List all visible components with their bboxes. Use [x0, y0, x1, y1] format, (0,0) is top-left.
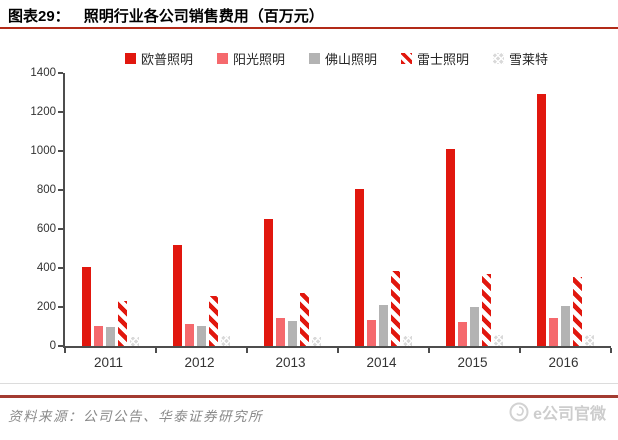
bar-欧普照明-2016: [537, 94, 546, 346]
bar-阳光照明-2014: [367, 319, 376, 346]
bar-雪莱特-2011: [130, 337, 139, 346]
x-axis-label-2014: 2014: [366, 355, 397, 370]
legend-swatch-icon: [124, 53, 136, 64]
y-axis: 0 200 400 600 800 1000 1200 1400: [0, 67, 56, 351]
bar-groups: [65, 73, 611, 346]
legend-item-1: 阳光照明: [216, 49, 285, 68]
bar-group-2013: [247, 73, 338, 346]
y-tick-mark: [58, 111, 63, 113]
bar-佛山照明-2013: [288, 320, 297, 346]
y-tick-label: 1400: [30, 66, 56, 79]
y-tick-label: 1000: [30, 144, 56, 157]
chart-bottom-divider: [0, 383, 618, 384]
y-tick-mark: [58, 228, 63, 230]
legend-item-4: 雪莱特: [493, 49, 548, 68]
legend-label: 雪莱特: [509, 52, 549, 67]
bar-佛山照明-2015: [470, 307, 479, 346]
bar-雷士照明-2015: [482, 273, 491, 346]
chart-legend: 欧普照明 阳光照明 佛山照明 雷士照明 雪莱特: [63, 49, 610, 68]
legend-swatch-icon: [493, 53, 505, 64]
bar-group-2012: [156, 73, 247, 346]
bar-雷士照明-2011: [118, 301, 127, 346]
x-tick-mark: [337, 348, 339, 353]
bar-阳光照明-2015: [458, 321, 467, 346]
x-axis-labels: 2011 2012 2013 2014 2015 2016: [63, 355, 609, 370]
x-axis-label-2012: 2012: [184, 355, 215, 370]
bar-雪莱特-2014: [403, 336, 412, 346]
y-tick-mark: [58, 306, 63, 308]
y-tick-label: 1200: [30, 105, 56, 118]
bar-雷士照明-2014: [391, 270, 400, 346]
y-tick-label: 600: [36, 222, 56, 235]
x-axis-label-2013: 2013: [275, 355, 306, 370]
x-tick-mark: [428, 348, 430, 353]
bar-group-2011: [65, 73, 156, 346]
bar-佛山照明-2016: [561, 306, 570, 346]
bar-雷士照明-2012: [209, 296, 218, 346]
bar-阳光照明-2011: [94, 325, 103, 346]
legend-item-0: 欧普照明: [124, 49, 193, 68]
bar-group-2016: [520, 73, 611, 346]
y-tick-label: 200: [36, 300, 56, 313]
y-tick-label: 400: [36, 261, 56, 274]
x-tick-mark: [64, 348, 66, 353]
bar-雷士照明-2013: [300, 293, 309, 346]
legend-item-2: 佛山照明: [308, 49, 377, 68]
legend-label: 阳光照明: [232, 52, 285, 67]
bar-雪莱特-2015: [494, 335, 503, 346]
bar-group-2014: [338, 73, 429, 346]
legend-swatch-icon: [401, 53, 412, 64]
y-tick-mark: [58, 345, 63, 347]
bar-佛山照明-2012: [197, 325, 206, 346]
bar-阳光照明-2016: [549, 317, 558, 346]
source-note: 资料来源：公司公告、华泰证券研究所: [8, 409, 263, 424]
bar-欧普照明-2014: [355, 189, 364, 346]
bar-欧普照明-2012: [173, 244, 182, 346]
watermark: e公司官微: [509, 400, 606, 424]
bar-阳光照明-2012: [185, 323, 194, 346]
e-company-logo-icon: [509, 402, 529, 422]
footer-divider: [0, 395, 618, 398]
y-tick-mark: [58, 189, 63, 191]
legend-label: 雷士照明: [417, 52, 470, 67]
plot-area: [58, 72, 612, 353]
y-tick-mark: [58, 72, 63, 74]
x-tick-mark: [246, 348, 248, 353]
x-axis-label-2011: 2011: [93, 355, 124, 370]
legend-label: 欧普照明: [140, 52, 193, 67]
y-tick-label: 800: [36, 183, 56, 196]
legend-label: 佛山照明: [324, 52, 377, 67]
bar-阳光照明-2013: [276, 317, 285, 346]
x-tick-mark: [519, 348, 521, 353]
bar-雪莱特-2016: [585, 335, 594, 346]
bar-雷士照明-2016: [573, 276, 582, 346]
title-divider: [0, 27, 618, 29]
chart-title: 图表29： 照明行业各公司销售费用（百万元）: [8, 5, 324, 26]
bar-佛山照明-2011: [106, 326, 115, 346]
watermark-text: e公司官微: [533, 406, 606, 423]
legend-swatch-icon: [308, 53, 320, 64]
figure-number: 图表29：: [8, 8, 70, 25]
x-tick-mark: [610, 348, 612, 353]
x-axis-label-2015: 2015: [457, 355, 488, 370]
bar-欧普照明-2015: [446, 149, 455, 346]
bar-雪莱特-2013: [312, 337, 321, 346]
bar-欧普照明-2013: [264, 219, 273, 346]
x-axis-label-2016: 2016: [548, 355, 579, 370]
figure-title-text: 照明行业各公司销售费用（百万元）: [83, 8, 324, 25]
bar-雪莱特-2012: [221, 336, 230, 346]
legend-swatch-icon: [216, 53, 228, 64]
legend-item-3: 雷士照明: [401, 49, 469, 68]
bar-欧普照明-2011: [82, 267, 91, 346]
y-tick-label: 0: [49, 339, 56, 352]
bar-佛山照明-2014: [379, 305, 388, 346]
y-tick-mark: [58, 267, 63, 269]
x-tick-mark: [155, 348, 157, 353]
bar-group-2015: [429, 73, 520, 346]
y-tick-mark: [58, 150, 63, 152]
